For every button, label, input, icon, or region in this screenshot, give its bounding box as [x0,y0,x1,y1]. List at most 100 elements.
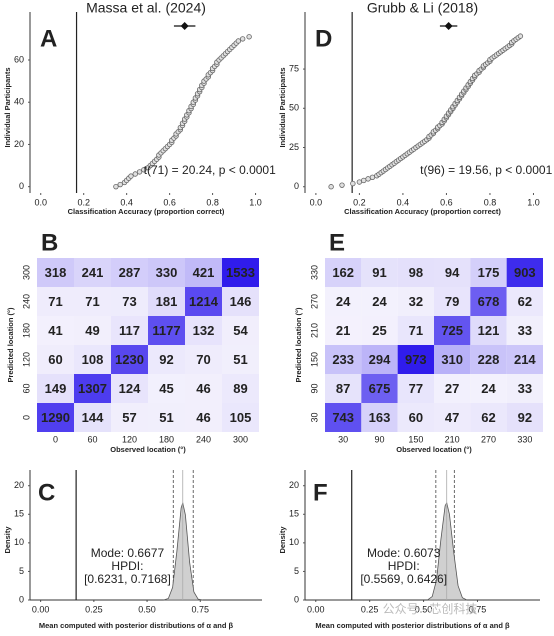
cell-value: 310 [441,352,463,367]
heatmap-cell [361,287,398,316]
y-tick-label: 20 [14,139,24,149]
participant-point [246,34,252,40]
participant-point [365,176,371,182]
density-area [427,501,468,601]
heatmap-cell [325,403,362,432]
x-tick-label: 0.50 [415,604,433,614]
y-tick-label: 0 [294,181,299,191]
cell-value: 79 [445,294,459,309]
heatmap-cell [74,403,111,432]
cell-value: 21 [336,323,350,338]
cell-value: 144 [82,410,104,425]
summary-text: HPDI: [388,559,420,573]
cell-value: 108 [82,352,104,367]
cell-value: 94 [445,265,460,280]
heatmap-cell [185,403,222,432]
heatmap-cell [222,258,259,287]
mean-marker [180,22,189,30]
cell-value: 92 [159,352,173,367]
x-tick-label: 150 [408,434,423,444]
y-tick-label: 330 [309,265,319,280]
x-tick-label: 0.4 [120,197,133,207]
y-tick-label: 0 [21,415,31,420]
heatmap-cell [37,403,74,432]
cell-value: 132 [193,323,215,338]
participant-point [113,183,119,190]
cell-value: 24 [372,294,387,309]
heatmap-cell [148,374,185,403]
heatmap-cell [74,258,111,287]
heatmap-cell [506,287,543,316]
panel-title: Massa et al. (2024) [86,0,206,16]
heatmap-cell [111,287,148,316]
x-tick-label: 60 [87,434,97,444]
cell-value: 46 [196,410,210,425]
heatmap-cell [222,403,259,432]
cell-value: 33 [518,323,532,338]
heatmap-cell [361,258,398,287]
panel-letter: D [315,25,332,52]
cell-value: 71 [48,294,62,309]
cell-value: 73 [122,294,136,309]
heatmap-cell [361,316,398,345]
y-axis-label: Individual Participants [3,67,12,147]
panel: Massa et al. (2024) A 0.0 0.2 0.4 0.6 0.8 1.0 0 2… [3,0,276,216]
cell-value: 91 [372,265,386,280]
cell-value: 725 [441,323,463,338]
y-tick-label: 75 [289,63,299,73]
panel: 0.00 0.25 0.50 0.75 0 5 10 15 20 Density Mode: 0.6… [278,470,540,630]
panel-letter: A [40,25,57,52]
x-tick-label: 0.2 [353,197,366,207]
heatmap-cell [185,316,222,345]
heatmap-cell [470,287,507,316]
y-tick-label: 0 [19,594,24,604]
cell-value: 1214 [189,294,219,309]
panel-letter: F [313,479,328,506]
density-area [163,501,203,601]
cell-value: 330 [156,265,178,280]
panel-letter: B [41,229,58,256]
x-tick-label: 180 [159,434,174,444]
x-axis-label: Mean computed with posterior distributio… [39,621,234,630]
x-tick-label: 210 [445,434,460,444]
x-axis-label: Classification Accuracy (proportion corr… [344,207,501,216]
heatmap-cell [325,258,362,287]
cell-value: 92 [518,410,532,425]
heatmap-cell [397,316,434,345]
cell-value: 70 [196,352,210,367]
y-tick-label: 25 [289,142,299,152]
participant-point [128,173,134,179]
heatmap-cell [74,345,111,374]
heatmap-cell [37,345,74,374]
cell-value: 228 [478,352,500,367]
cell-value: 57 [122,410,136,425]
x-tick-label: 0.8 [484,197,497,207]
heatmap-cell [470,374,507,403]
x-tick-label: 0.0 [310,197,323,207]
summary-text: Mode: 0.6073 [367,546,441,560]
heatmap-cell [434,345,471,374]
x-tick-label: 240 [196,434,211,444]
heatmap-cell [434,374,471,403]
heatmap-cell [111,258,148,287]
cell-value: 163 [369,410,391,425]
x-axis-label: Observed location (°) [110,445,186,454]
cell-value: 41 [48,323,62,338]
x-tick-label: 0.75 [192,604,210,614]
heatmap-cell [470,258,507,287]
heatmap-cell [361,374,398,403]
heatmap-cell [148,287,185,316]
cell-value: 1177 [152,323,180,338]
y-tick-label: 40 [14,97,24,107]
x-axis-label: Observed location (°) [396,445,472,454]
x-tick-label: 0.50 [138,604,156,614]
heatmap-cell [111,316,148,345]
heatmap-cell [506,374,543,403]
panel: 0.00 0.25 0.50 0.75 0 5 10 15 20 Density Mode: 0.6… [3,470,262,630]
heatmap-cell [111,374,148,403]
participant-point [328,184,334,190]
cell-value: 318 [45,265,67,280]
heatmap-cell [148,403,185,432]
heatmap-cell [222,287,259,316]
panel: 1290 144 57 51 46 105 149 1307 124 45 46 89 60 108 123… [6,229,259,454]
